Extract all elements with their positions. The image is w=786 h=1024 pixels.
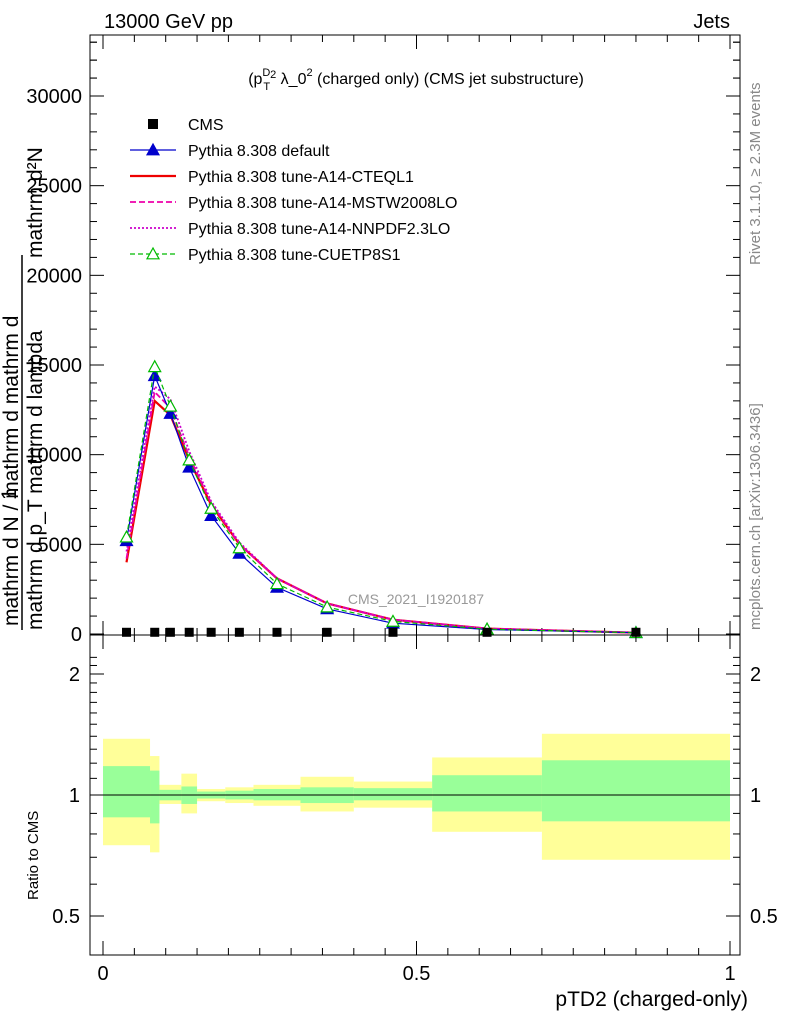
main-y-ticks: 0 5000 10000 15000 20000 25000 30000 xyxy=(26,41,740,646)
ratio-ytick-label: 2 xyxy=(69,664,80,686)
cms-point xyxy=(482,627,492,637)
main-y-axis-label: mathrm d²N mathrm d p_T mathrm d lambda … xyxy=(0,147,47,630)
ratio-uncertainty-bands xyxy=(103,733,730,860)
rivet-label: Rivet 3.1.10, ≥ 2.3M events xyxy=(747,83,764,266)
ylabel-line1: mathrm d²N xyxy=(24,147,47,258)
legend-label: Pythia 8.308 tune-A14-MSTW2008LO xyxy=(188,195,457,212)
ratio-ytick-label: 1 xyxy=(69,785,80,807)
series-marker xyxy=(147,359,162,373)
legend-label: Pythia 8.308 tune-A14-CTEQL1 xyxy=(188,169,414,186)
cms-point xyxy=(122,627,132,637)
legend-entry: CMS xyxy=(148,117,224,134)
cms-point xyxy=(234,627,244,637)
ratio-green-band xyxy=(432,775,542,812)
series-marker xyxy=(182,452,197,466)
cms-point xyxy=(322,627,332,637)
main-ytick-label: 15000 xyxy=(26,355,82,377)
legend-label: CMS xyxy=(188,117,224,134)
series-marker xyxy=(182,459,197,473)
ratio-panel: 0.5 0.51 12 2 0 0.5 1 Ratio to CMS pTD2 (char… xyxy=(25,634,778,1011)
legend-label: Pythia 8.308 tune-CUETP8S1 xyxy=(188,247,401,264)
series-marker xyxy=(385,614,401,627)
cms-point xyxy=(206,627,216,637)
ratio-green-band xyxy=(353,788,433,801)
series-line xyxy=(125,384,636,634)
series-marker xyxy=(163,399,178,412)
analysis-watermark: CMS_2021_I1920187 xyxy=(348,591,484,607)
cms-point xyxy=(388,627,398,637)
main-ytick-label: 10000 xyxy=(26,445,82,467)
ratio-ytick-label-right: 1 xyxy=(750,785,761,807)
main-ytick-label: 5000 xyxy=(38,534,83,556)
ratio-x-ticks: 0 0.5 1 xyxy=(97,635,736,985)
cms-point xyxy=(184,627,194,637)
ratio-xtick-label: 0 xyxy=(97,963,108,985)
cms-data-points xyxy=(122,627,641,637)
series-3 xyxy=(125,384,636,634)
cms-point xyxy=(272,627,282,637)
ratio-ytick-label: 0.5 xyxy=(52,906,80,928)
ratio-ytick-label-right: 2 xyxy=(750,664,761,686)
cms-point xyxy=(165,627,175,637)
legend-swatch xyxy=(148,119,158,129)
plot-title: (pD T2 λ_02 (charged only) (CMS jet subst… xyxy=(248,67,584,93)
series-line xyxy=(125,364,636,634)
series-marker xyxy=(204,508,219,522)
main-ytick-label: 25000 xyxy=(26,176,82,198)
series-marker xyxy=(232,540,247,554)
ratio-xtick-label: 0.5 xyxy=(403,963,431,985)
legend-entry: Pythia 8.308 tune-A14-MSTW2008LO xyxy=(130,195,457,212)
ratio-ytick-label-right: 0.5 xyxy=(750,906,778,928)
series-marker xyxy=(204,501,219,514)
mcplots-label: mcplots.cern.ch [arXiv:1306.3436] xyxy=(747,403,764,630)
ylabel-line2: mathrm d p_T mathrm d lambda xyxy=(24,330,47,630)
legend-entry: Pythia 8.308 default xyxy=(130,142,330,160)
series-marker xyxy=(119,529,134,543)
main-ytick-label: 30000 xyxy=(26,86,82,108)
legend-entry: Pythia 8.308 tune-A14-CTEQL1 xyxy=(130,169,414,186)
ratio-y-ticks: 0.5 0.5 1 1 2 2 xyxy=(52,656,778,928)
legend-marker xyxy=(145,246,161,260)
series-marker xyxy=(269,576,285,590)
series-marker xyxy=(320,599,335,613)
series-marker xyxy=(147,368,162,382)
collision-energy-label: 13000 GeV pp xyxy=(104,11,233,33)
legend-label: Pythia 8.308 default xyxy=(188,143,330,160)
ratio-green-band xyxy=(541,760,730,822)
ratio-green-band xyxy=(150,770,160,824)
jets-label: Jets xyxy=(693,11,730,33)
cms-point xyxy=(631,627,641,637)
legend-label: Pythia 8.308 tune-A14-NNPDF2.3LO xyxy=(188,221,450,238)
legend-marker xyxy=(145,142,161,156)
legend-entry: Pythia 8.308 tune-CUETP8S1 xyxy=(130,246,401,264)
ylabel-denominator: mathrm d N / mathrm d mathrm d xyxy=(0,316,23,626)
ratio-xtick-label: 1 xyxy=(724,963,735,985)
main-ytick-label: 20000 xyxy=(26,265,82,287)
cms-point xyxy=(150,627,160,637)
x-axis-label: pTD2 (charged-only) xyxy=(555,988,748,1011)
ylabel-numerator: 1 xyxy=(0,488,21,500)
ratio-y-axis-label: Ratio to CMS xyxy=(25,811,42,900)
legend-entry: Pythia 8.308 tune-A14-NNPDF2.3LO xyxy=(130,221,450,238)
main-ytick-label: 0 xyxy=(71,624,82,646)
ratio-green-band xyxy=(103,766,151,818)
main-panel: (pD T2 λ_02 (charged only) (CMS jet subst… xyxy=(26,34,741,646)
legend: CMS Pythia 8.308 default Pythia 8.308 tune… xyxy=(130,117,457,264)
